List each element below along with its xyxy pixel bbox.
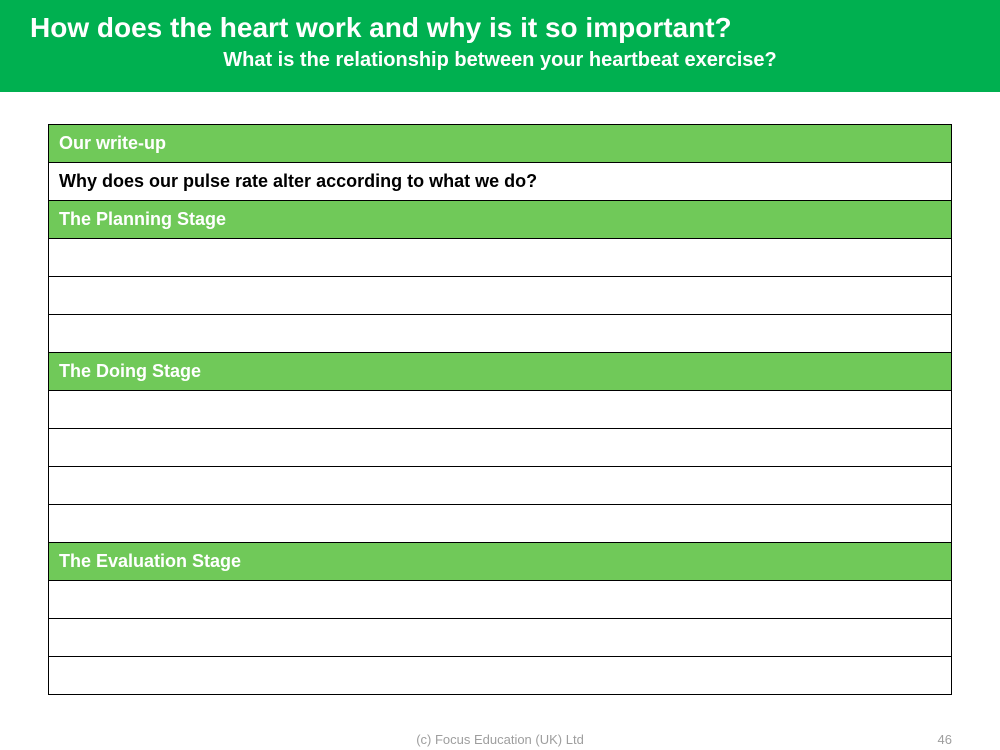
blank-row (49, 657, 952, 695)
blank-row (49, 467, 952, 505)
blank-row (49, 239, 952, 277)
blank-row (49, 315, 952, 353)
blank-row (49, 505, 952, 543)
blank-row (49, 619, 952, 657)
worksheet-container: Our write-upWhy does our pulse rate alte… (48, 124, 952, 695)
blank-row (49, 391, 952, 429)
stage-title-0: The Planning Stage (49, 201, 952, 239)
slide: How does the heart work and why is it so… (0, 0, 1000, 750)
page-subtitle: What is the relationship between your he… (30, 49, 970, 72)
copyright-text: (c) Focus Education (UK) Ltd (0, 732, 1000, 747)
page-number: 46 (938, 732, 952, 747)
section-title: Our write-up (49, 125, 952, 163)
header-band: How does the heart work and why is it so… (0, 0, 1000, 92)
blank-row (49, 277, 952, 315)
page-title: How does the heart work and why is it so… (30, 10, 970, 45)
worksheet-table: Our write-upWhy does our pulse rate alte… (48, 124, 952, 695)
blank-row (49, 429, 952, 467)
stage-title-2: The Evaluation Stage (49, 543, 952, 581)
stage-title-1: The Doing Stage (49, 353, 952, 391)
blank-row (49, 581, 952, 619)
question-row: Why does our pulse rate alter according … (49, 163, 952, 201)
